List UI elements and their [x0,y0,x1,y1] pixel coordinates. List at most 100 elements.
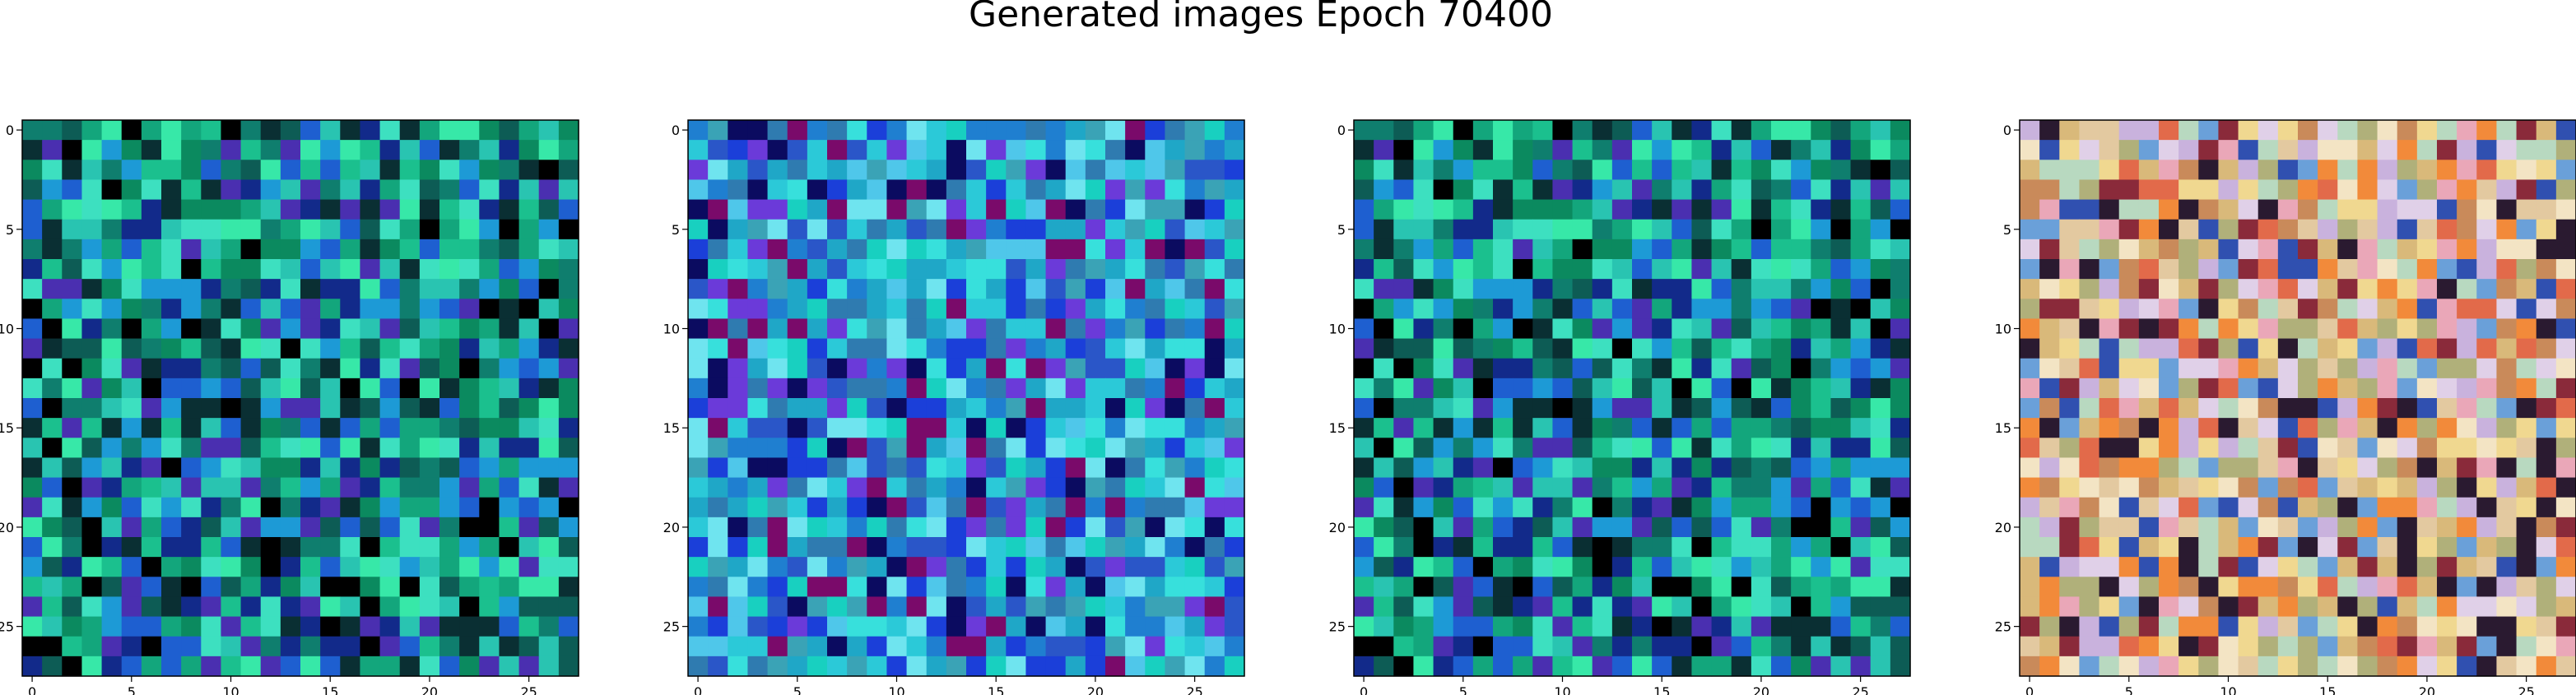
pixel-cell [558,318,579,340]
pixel-cell [2039,140,2060,160]
pixel-cell [986,378,1007,399]
pixel-cell [1890,120,1911,141]
pixel-cell [2099,239,2120,260]
pixel-cell [2536,179,2557,201]
pixel-cell [1731,219,1752,240]
pixel-cell [340,160,361,181]
pixel-cell [2397,537,2418,558]
pixel-cell [379,120,401,141]
pixel-cell [2238,358,2259,379]
pixel-cell [1811,438,1832,459]
pixel-cell [1493,438,1514,459]
pixel-cell [161,616,182,637]
pixel-cell [2377,577,2398,598]
pixel-cell [1751,239,1772,260]
pixel-cell [1870,219,1891,240]
pixel-cell [2555,279,2576,299]
pixel-cell [1830,338,1852,359]
pixel-cell [62,299,83,320]
x-tick-label: 20 [2419,684,2435,695]
pixel-cell [847,537,867,558]
pixel-cell [2178,398,2199,419]
pixel-cell [1045,259,1067,280]
pixel-cell [518,140,540,160]
pixel-cell [360,656,381,677]
pixel-cell [1413,398,1434,419]
pixel-cell [728,120,749,141]
pixel-cell [439,160,460,181]
pixel-cell [1165,577,1186,598]
pixel-cell [2099,279,2120,299]
pixel-cell [201,140,222,160]
pixel-cell [240,418,262,438]
pixel-cell [2318,656,2338,677]
pixel-cell [161,656,182,677]
pixel-cell [459,438,480,459]
pixel-cell [1532,279,1554,299]
pixel-cell [2178,557,2199,577]
pixel-cell [1771,259,1792,280]
pixel-cell [708,577,728,598]
pixel-cell [439,140,460,160]
pixel-cell [499,279,520,299]
pixel-cell [1045,398,1067,419]
pixel-cell [1691,199,1713,220]
pixel-cell [1165,140,1186,160]
pixel-cell [1592,517,1613,538]
pixel-cell [1532,140,1554,160]
pixel-cell [379,577,401,598]
pixel-cell [141,616,162,637]
pixel-cell [1354,120,1374,141]
pixel-cell [379,517,401,538]
pixel-cell [2079,577,2100,598]
pixel-cell [1006,179,1027,201]
pixel-cell [518,318,540,340]
pixel-cell [1552,636,1574,657]
pixel-cell [926,636,947,657]
pixel-cell [1472,457,1494,479]
pixel-cell [121,497,142,518]
pixel-cell [479,557,500,577]
pixel-cell [1472,557,1494,577]
pixel-cell [1552,557,1574,577]
pixel-cell [1433,398,1454,419]
pixel-cell [1354,358,1374,379]
pixel-cell [1493,577,1514,598]
pixel-cell [62,517,83,538]
pixel-cell [1472,497,1494,518]
pixel-cell [221,656,242,677]
pixel-cell [1672,418,1693,438]
pixel-cell [1552,537,1574,558]
pixel-cell [2357,557,2378,577]
pixel-cell [688,557,709,577]
pixel-cell [141,239,162,260]
pixel-cell [2059,636,2081,657]
pixel-cell [767,656,788,677]
pixel-cell [2337,120,2359,141]
pixel-cell [906,477,928,498]
pixel-cell [1691,636,1713,657]
pixel-cell [2357,418,2378,438]
pixel-cell [1870,577,1891,598]
pixel-cell [2159,199,2179,220]
pixel-cell [439,537,460,558]
pixel-cell [2118,457,2140,479]
pixel-cell [300,517,321,538]
pixel-cell [986,318,1007,340]
pixel-cell [161,299,182,320]
pixel-cell [1513,596,1533,618]
pixel-cell [2198,577,2220,598]
pixel-cell [1691,398,1713,419]
pixel-cell [2377,358,2398,379]
pixel-cell [181,219,202,240]
pixel-cell [320,517,341,538]
pixel-cell [2357,179,2378,201]
pixel-cell [1105,398,1126,419]
pixel-cell [1145,596,1166,618]
pixel-cell [2039,160,2060,181]
pixel-cell [1204,457,1225,479]
pixel-cell [42,596,63,618]
pixel-cell [399,438,421,459]
pixel-cell [280,438,301,459]
